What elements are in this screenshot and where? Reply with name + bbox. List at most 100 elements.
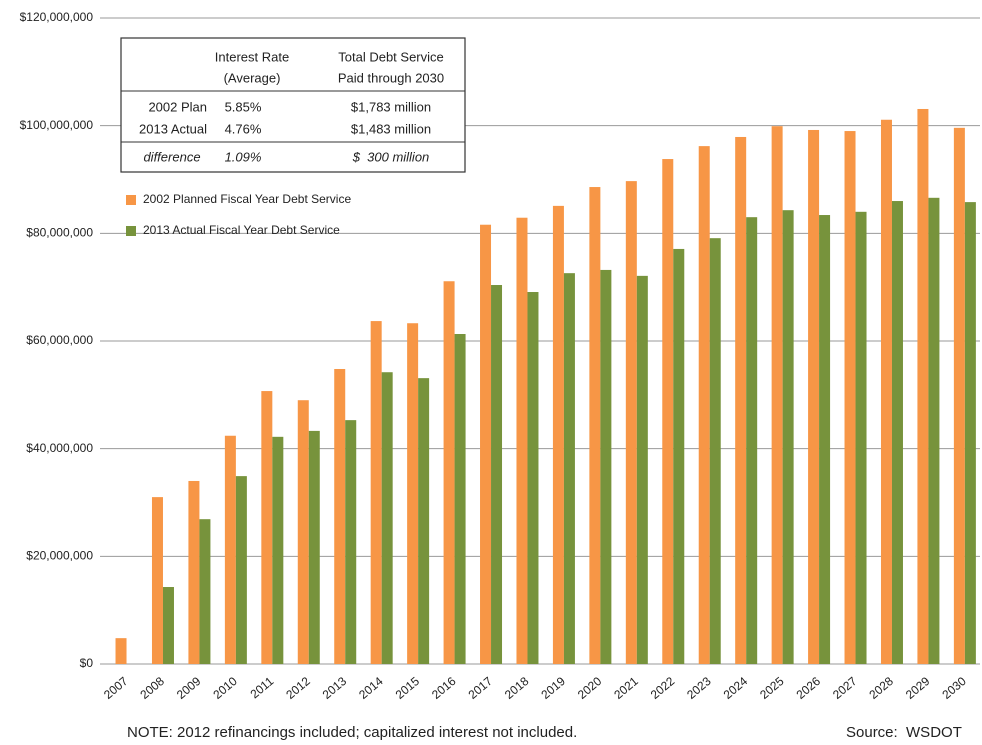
x-tick-label: 2022 [648,674,678,702]
bar [844,131,856,665]
y-tick-label: $100,000,000 [20,118,94,132]
table-cell: 5.85% [225,99,262,114]
x-tick-label: 2027 [830,674,860,702]
bar [673,248,685,664]
bar [297,400,309,664]
bar [407,323,419,664]
table-cell: $1,483 million [351,121,431,136]
x-tick-label: 2030 [939,674,969,702]
bar [516,217,528,664]
legend-swatch [126,226,136,236]
bar [261,391,273,664]
x-tick-label: 2009 [174,674,204,702]
bar [625,181,637,665]
x-tick-label: 2025 [757,674,787,702]
bar [162,587,174,664]
bar [917,108,929,664]
bar [782,210,794,664]
bar [527,292,539,664]
table-cell: difference [143,149,200,164]
y-tick-label: $0 [80,656,94,670]
bar [345,420,357,664]
bar [709,238,721,664]
bar [151,497,163,664]
bar [491,285,503,664]
bar [443,281,455,664]
bar [808,129,820,664]
x-tick-label: 2018 [502,674,532,702]
y-tick-label: $60,000,000 [26,333,93,347]
x-tick-label: 2012 [283,674,313,702]
x-tick-label: 2023 [684,674,714,702]
y-tick-label: $80,000,000 [26,226,93,240]
bar [735,136,747,664]
bar [381,372,393,664]
bar [115,638,127,664]
source: Source: WSDOT [846,724,962,741]
table-cell: 4.76% [225,121,262,136]
bar [563,273,575,664]
bar [746,217,758,664]
x-tick-label: 2008 [137,674,167,702]
bar [272,436,284,664]
x-tick-label: 2028 [866,674,896,702]
x-tick-label: 2026 [794,674,824,702]
bar [964,202,976,665]
x-tick-label: 2019 [538,674,568,702]
table-cell: 2013 Actual [139,121,207,136]
inset-table: Interest Rate (Average) Total Debt Servi… [120,37,466,173]
bar [855,211,867,665]
bar [819,215,831,664]
x-tick-label: 2029 [903,674,933,702]
note: NOTE: 2012 refinancings included; capita… [127,724,577,741]
table-header: Interest Rate [215,49,289,64]
x-tick-label: 2014 [356,674,386,702]
bar [552,205,564,664]
table-header: Paid through 2030 [338,70,444,85]
bar [953,127,965,664]
bar [224,435,236,664]
y-tick-label: $40,000,000 [26,441,93,455]
bar [454,334,466,664]
bar [370,321,382,664]
legend-label: 2002 Planned Fiscal Year Debt Service [143,192,351,206]
x-tick-label: 2015 [393,674,423,702]
bar [199,519,211,664]
bar [928,197,940,664]
table-header: (Average) [224,70,281,85]
table-cell: 1.09% [225,149,262,164]
bar [891,201,903,665]
legend-label: 2013 Actual Fiscal Year Debt Service [143,223,340,237]
bar [771,126,783,664]
x-tick-label: 2011 [248,674,277,702]
bar [334,368,346,664]
legend-swatch [126,195,136,205]
table-frame [120,37,466,173]
bar [308,430,320,664]
y-tick-label: $120,000,000 [20,10,94,24]
bar [589,187,601,664]
table-cell: $ 300 million [352,149,430,164]
y-tick-label: $20,000,000 [26,549,93,563]
table-cell: 2002 Plan [148,99,207,114]
x-tick-label: 2017 [466,674,496,702]
bar [698,146,710,664]
x-tick-label: 2010 [210,674,240,702]
bar [880,119,892,665]
bar [636,275,648,664]
x-tick-label: 2013 [320,674,350,702]
bar [600,269,612,664]
table-cell: $1,783 million [351,99,431,114]
bar [418,378,430,664]
x-tick-label: 2021 [611,674,641,702]
x-tick-label: 2016 [429,674,459,702]
bar [188,480,200,664]
bar [480,224,492,664]
bar [662,159,674,664]
bar [235,476,247,664]
x-tick-label: 2024 [721,674,751,702]
x-tick-label: 2020 [575,674,605,702]
x-tick-label: 2007 [101,674,131,702]
table-header: Total Debt Service [338,49,444,64]
